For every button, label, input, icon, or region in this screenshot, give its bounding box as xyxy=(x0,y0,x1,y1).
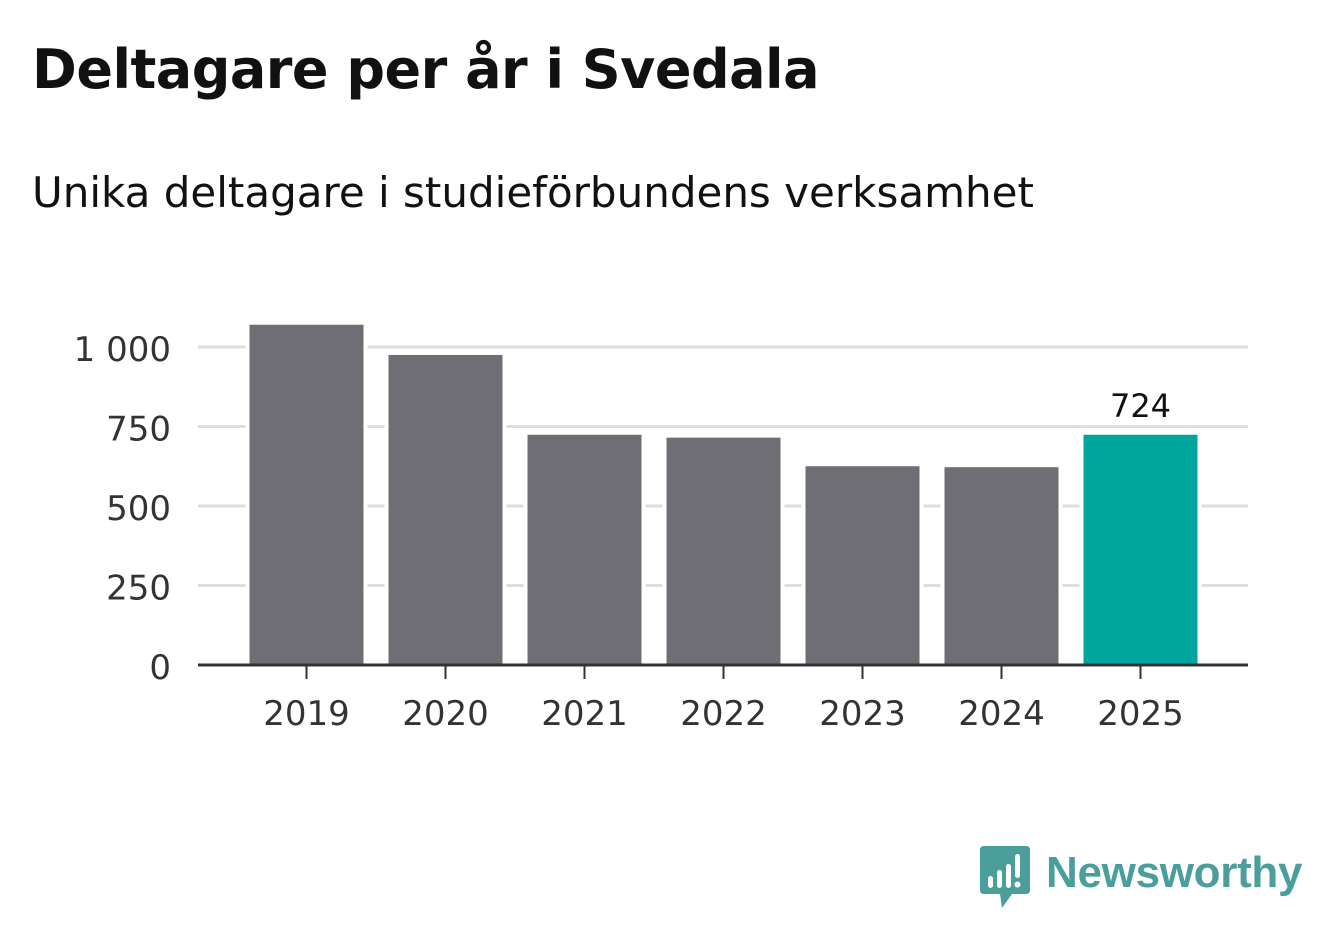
x-tick-label: 2024 xyxy=(958,694,1045,734)
y-tick-label: 0 xyxy=(149,648,171,688)
data-labels: 724 xyxy=(1110,387,1171,425)
y-axis-ticks: 0 250 500 750 1 000 xyxy=(74,330,171,688)
bar-2025 xyxy=(1083,434,1198,665)
bar-2023 xyxy=(805,466,920,665)
newsworthy-logo-icon xyxy=(980,846,1030,908)
y-tick-label: 500 xyxy=(106,489,171,529)
brand-logo: Newsworthy xyxy=(980,846,1302,910)
x-tick-label: 2023 xyxy=(819,694,906,734)
y-tick-label: 250 xyxy=(106,569,171,609)
y-tick-label: 1 000 xyxy=(74,330,171,370)
bar-2019 xyxy=(249,324,364,665)
x-tick-label: 2025 xyxy=(1097,694,1184,734)
x-tick-label: 2019 xyxy=(263,694,350,734)
chart-title: Deltagare per år i Svedala xyxy=(32,38,820,101)
x-tick-label: 2020 xyxy=(402,694,489,734)
brand-name: Newsworthy xyxy=(1046,848,1303,897)
bar-2021 xyxy=(527,434,642,665)
bar-2020 xyxy=(388,354,503,665)
bars xyxy=(245,324,1202,665)
bar-2024 xyxy=(944,467,1059,665)
bar-2022 xyxy=(666,437,781,665)
chart-subtitle: Unika deltagare i studieförbundens verks… xyxy=(32,168,1034,217)
x-axis-ticks: 2019 2020 2021 2022 2023 2024 2025 xyxy=(263,665,1184,734)
data-label-2025: 724 xyxy=(1110,387,1171,425)
y-tick-label: 750 xyxy=(106,410,171,450)
x-tick-label: 2022 xyxy=(680,694,767,734)
x-tick-label: 2021 xyxy=(541,694,628,734)
